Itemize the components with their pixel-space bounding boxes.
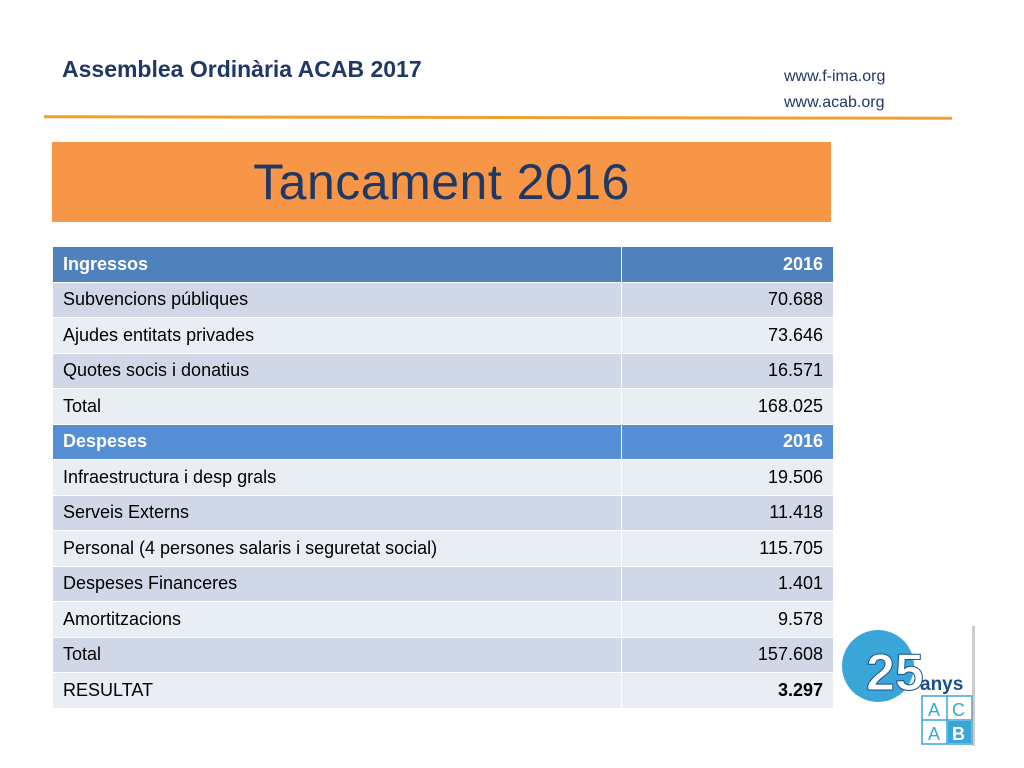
table-row: Despeses Financeres 1.401 (52, 565, 834, 602)
table-row: Infraestructura i desp grals 19.506 (52, 459, 834, 496)
link-f-ima[interactable]: www.f-ima.org (784, 68, 886, 85)
income-header-year: 2016 (621, 246, 834, 283)
header-divider (43, 115, 953, 120)
row-label: Total (52, 388, 622, 425)
slide-title: Tancament 2016 (253, 154, 630, 210)
table-row: Quotes socis i donatius 16.571 (52, 352, 834, 389)
logo-b-cell (948, 721, 971, 743)
row-value: 115.705 (621, 530, 834, 567)
expenses-header-year: 2016 (621, 423, 834, 460)
row-value: 157.608 (621, 636, 834, 673)
result-label: RESULTAT (52, 672, 622, 709)
table-row: Amortitzacions 9.578 (52, 601, 834, 638)
table-row-expenses-total: Total 157.608 (52, 636, 834, 673)
row-label: Despeses Financeres (52, 565, 622, 602)
row-value: 168.025 (621, 388, 834, 425)
table-row-result: RESULTAT 3.297 (52, 672, 834, 709)
table-header-income: Ingressos 2016 (52, 246, 834, 283)
row-label: Infraestructura i desp grals (52, 459, 622, 496)
logo-circle (842, 630, 914, 702)
row-value: 1.401 (621, 565, 834, 602)
logo-letter-a2: A (928, 724, 940, 744)
logo-number: 25 (866, 644, 924, 702)
row-label: Ajudes entitats privades (52, 317, 622, 354)
expenses-header-label: Despeses (52, 423, 622, 460)
row-value: 16.571 (621, 352, 834, 389)
logo-divider (972, 626, 975, 746)
row-value: 9.578 (621, 601, 834, 638)
link-acab[interactable]: www.acab.org (784, 94, 885, 111)
financial-table: Ingressos 2016 Subvencions públiques 70.… (52, 246, 834, 709)
income-header-label: Ingressos (52, 246, 622, 283)
result-value: 3.297 (621, 672, 834, 709)
logo-letter-a: A (928, 700, 940, 720)
row-label: Quotes socis i donatius (52, 352, 622, 389)
presentation-title: Assemblea Ordinària ACAB 2017 (62, 56, 422, 82)
logo-letter-b: B (952, 724, 965, 744)
row-value: 73.646 (621, 317, 834, 354)
acab-25-anys-logo: 25 anys A C A B (842, 630, 973, 745)
row-value: 19.506 (621, 459, 834, 496)
table-row: Subvencions públiques 70.688 (52, 281, 834, 318)
table-row: Ajudes entitats privades 73.646 (52, 317, 834, 354)
row-value: 11.418 (621, 494, 834, 531)
row-label: Personal (4 persones salaris i seguretat… (52, 530, 622, 567)
row-label: Amortitzacions (52, 601, 622, 638)
table-row-income-total: Total 168.025 (52, 388, 834, 425)
table-row: Serveis Externs 11.418 (52, 494, 834, 531)
row-label: Subvencions públiques (52, 281, 622, 318)
slide-title-band: Tancament 2016 (52, 142, 831, 222)
table-row: Personal (4 persones salaris i seguretat… (52, 530, 834, 567)
logo-word: anys (920, 674, 963, 695)
row-label: Serveis Externs (52, 494, 622, 531)
table-header-expenses: Despeses 2016 (52, 423, 834, 460)
header-links: www.f-ima.org www.acab.org (784, 64, 885, 116)
row-label: Total (52, 636, 622, 673)
row-value: 70.688 (621, 281, 834, 318)
logo-letter-c: C (952, 700, 965, 720)
